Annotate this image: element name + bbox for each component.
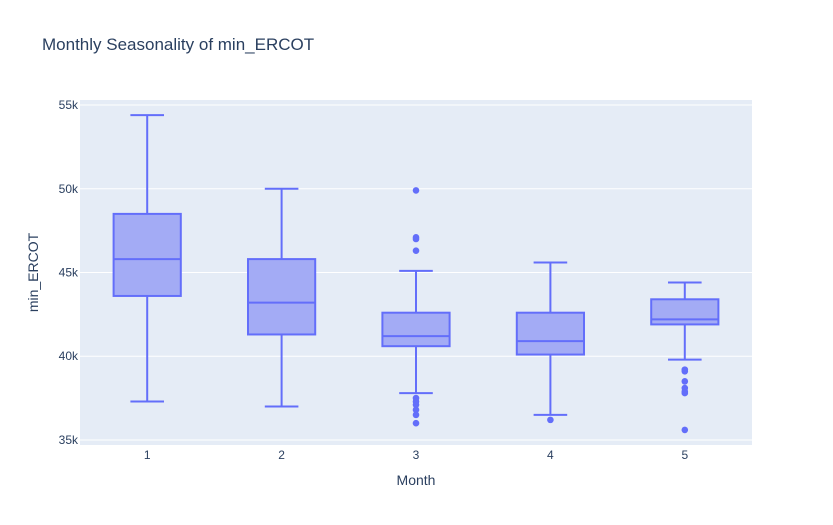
outlier-point [412, 247, 420, 255]
iqr-box [112, 212, 182, 297]
box-month-1 [112, 114, 182, 403]
outlier-point [412, 419, 420, 427]
y-tick-label: 45k [59, 266, 79, 280]
outlier-point [681, 368, 689, 375]
outlier-point [412, 406, 420, 414]
x-axis-ticks: 1 2 3 4 5 [144, 448, 689, 462]
x-tick-label: 5 [681, 448, 688, 462]
outlier-point [681, 426, 689, 434]
x-tick-label: 1 [144, 448, 151, 462]
box-month-5 [650, 281, 720, 434]
outlier-point [412, 401, 420, 409]
box-month-2 [247, 187, 317, 408]
iqr-box [650, 298, 720, 326]
x-tick-label: 2 [278, 448, 285, 462]
iqr-box [247, 258, 317, 336]
box-series [112, 114, 720, 434]
y-axis-title: min_ERCOT [25, 232, 41, 312]
y-tick-label: 35k [59, 433, 79, 447]
x-tick-label: 4 [547, 448, 554, 462]
y-axis-ticks: 35k 40k 45k 50k 55k [59, 98, 79, 447]
iqr-box [515, 311, 585, 356]
outlier-point [681, 389, 689, 397]
chart-title: Monthly Seasonality of min_ERCOT [42, 35, 314, 54]
outlier-point [412, 235, 420, 243]
y-tick-label: 40k [59, 349, 79, 363]
outlier-point [681, 378, 689, 385]
outlier-point [547, 416, 554, 424]
iqr-box [381, 311, 451, 348]
x-tick-label: 3 [413, 448, 420, 462]
outlier-point [412, 411, 420, 419]
x-axis-title: Month [397, 472, 436, 488]
y-tick-label: 50k [59, 182, 79, 196]
box-month-4 [515, 261, 585, 424]
y-tick-label: 55k [59, 98, 79, 112]
box-month-3 [381, 187, 451, 427]
outlier-point [412, 187, 420, 194]
